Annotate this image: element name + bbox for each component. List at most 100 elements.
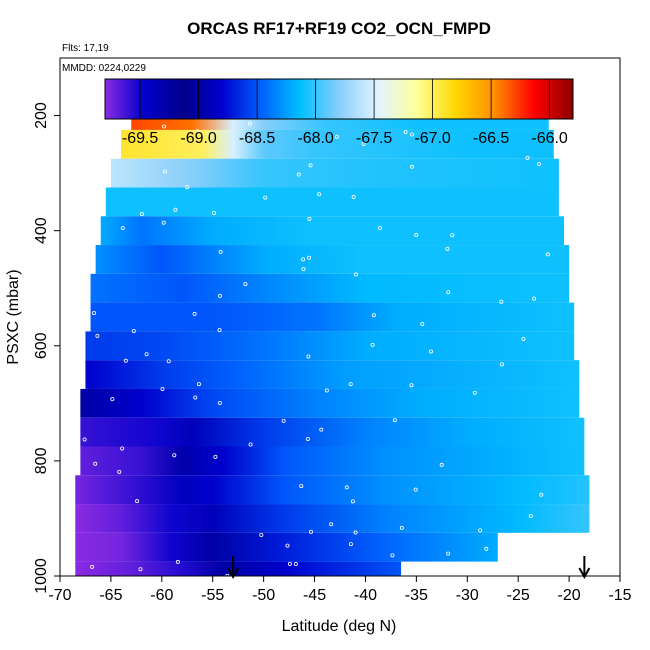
track-point <box>537 162 542 167</box>
track-point <box>378 225 383 230</box>
track-point <box>446 551 451 556</box>
track-point <box>162 124 167 129</box>
track-point <box>306 354 311 359</box>
track-point <box>91 310 96 315</box>
heatmap-band <box>121 129 554 159</box>
x-tick-label: -30 <box>456 587 479 604</box>
track-point <box>110 397 115 402</box>
heatmap-band <box>90 273 570 303</box>
colorbar-tick-label: -66.0 <box>531 130 568 147</box>
track-point <box>334 134 339 139</box>
track-point <box>370 342 375 347</box>
track-point <box>324 388 329 393</box>
track-point <box>285 543 290 548</box>
track-point <box>301 257 306 262</box>
heatmap-band <box>80 388 580 418</box>
y-tick-label: 1000 <box>33 558 50 594</box>
track-point <box>93 461 98 466</box>
arrow-head <box>227 567 239 580</box>
track-point <box>409 383 414 388</box>
track-point <box>429 349 434 354</box>
colorbar: -69.5 -69.0 -68.5 -68.0 -67.5 -67.0 -66.5 -66.0 <box>104 78 574 147</box>
track-point <box>499 299 504 304</box>
track-point <box>532 296 537 301</box>
track-point <box>420 321 425 326</box>
colorbar-ticks: -69.5 -69.0 -68.5 -68.0 -67.5 -67.0 -66.5 -66.0 <box>122 79 568 147</box>
heatmap-band <box>95 245 570 274</box>
track-point <box>539 492 544 497</box>
track-point <box>160 386 165 391</box>
track-point <box>120 446 125 451</box>
track-point <box>213 454 218 459</box>
x-axis-label: Latitude (deg N) <box>282 618 397 635</box>
track-point <box>144 352 149 357</box>
y-tick-label: 400 <box>33 217 50 244</box>
x-tick-label: -65 <box>99 587 122 604</box>
track-point <box>446 290 451 295</box>
track-point <box>484 546 489 551</box>
track-point <box>192 311 197 316</box>
heatmap-band <box>75 504 590 533</box>
x-tick-label: -35 <box>405 587 428 604</box>
y-axis: 200 400 600 800 1000 <box>33 102 60 594</box>
track-point <box>521 336 526 341</box>
track-point <box>528 514 533 519</box>
y-tick-label: 600 <box>33 332 50 359</box>
track-point <box>139 212 144 217</box>
track-point <box>351 195 356 200</box>
track-point <box>413 487 418 492</box>
track-point <box>353 272 358 277</box>
flights-note: Flts: 17,19 <box>62 43 109 54</box>
track-point <box>138 567 143 572</box>
track-point <box>296 172 301 177</box>
track-point <box>218 249 223 254</box>
colorbar-tick-label: -69.0 <box>180 130 217 147</box>
track-point <box>243 282 248 287</box>
track-point <box>307 216 312 221</box>
colorbar-frame <box>104 78 574 120</box>
heatmap-band <box>90 302 575 332</box>
y-tick-label: 200 <box>33 102 50 129</box>
track-point <box>319 427 324 432</box>
track-point <box>414 232 419 237</box>
track-point <box>211 210 216 215</box>
track-point <box>353 530 358 535</box>
track-point <box>248 121 253 126</box>
track-point <box>293 562 298 567</box>
colorbar-tick-label: -69.5 <box>122 130 159 147</box>
track-point <box>348 542 353 547</box>
x-tick-label: -55 <box>201 587 224 604</box>
track-point <box>301 267 306 272</box>
track-point <box>499 362 504 367</box>
colorbar-tick-label: -66.5 <box>473 130 510 147</box>
track-point <box>329 522 334 527</box>
chart-title: ORCAS RF17+RF19 CO2_OCN_FMPD <box>187 19 491 38</box>
colorbar-tick-label: -68.0 <box>297 130 334 147</box>
track-point <box>120 226 125 231</box>
heatmap-band <box>110 158 559 188</box>
track-point <box>175 559 180 564</box>
plot-frame <box>59 57 621 577</box>
track-point <box>90 564 95 569</box>
arrow-markers <box>227 556 591 580</box>
track-point <box>350 499 355 504</box>
x-tick-label: -70 <box>48 587 71 604</box>
track-point <box>217 328 222 333</box>
track-point <box>308 529 313 534</box>
track-point <box>95 333 100 338</box>
track-point <box>390 553 395 558</box>
track-point <box>82 437 87 442</box>
y-axis-label: PSXC (mbar) <box>5 269 22 364</box>
heatmap-band <box>75 475 590 505</box>
x-tick-label: -40 <box>354 587 377 604</box>
track-point <box>299 484 304 489</box>
track-point <box>185 185 190 190</box>
track-point <box>439 462 444 467</box>
x-tick-label: -60 <box>150 587 173 604</box>
track-point <box>217 400 222 405</box>
heatmap-band <box>80 417 585 447</box>
track-point <box>478 528 483 533</box>
track-point <box>525 155 530 160</box>
x-tick-label: -20 <box>558 587 581 604</box>
